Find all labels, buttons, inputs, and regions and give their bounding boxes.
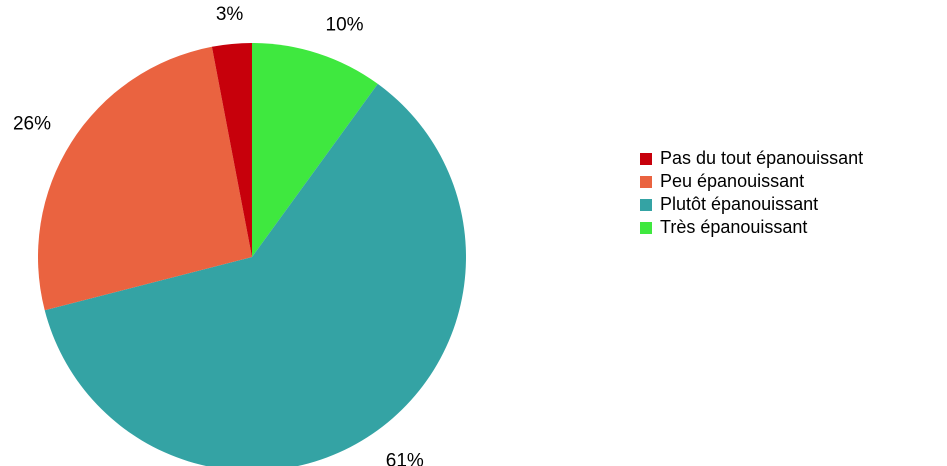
legend-swatch [640, 152, 652, 165]
legend-label: Pas du tout épanouissant [660, 148, 864, 168]
legend-label: Plutôt épanouissant [660, 194, 819, 214]
legend-item-tres-epanouissant: Très épanouissant [640, 216, 863, 239]
pie-data-labels: 10% 61% 26% 3% [13, 4, 424, 466]
legend-swatch [640, 198, 652, 211]
pie-slice-peu-épanouissant [37, 46, 252, 311]
pie-slice-plutôt-épanouissant [44, 83, 466, 466]
pie-data-label: 61% [386, 451, 424, 466]
legend-swatch [640, 221, 652, 234]
legend-item-peu-epanouissant: Peu épanouissant [640, 170, 863, 193]
pie-data-label: 3% [216, 4, 244, 25]
legend-label: Peu épanouissant [660, 171, 805, 191]
pie-slices [37, 43, 466, 466]
chart-legend: Pas du tout épanouissant Peu épanouissan… [640, 147, 863, 239]
legend-swatch [640, 175, 652, 188]
legend-item-pas-du-tout-epanouissant: Pas du tout épanouissant [640, 147, 863, 170]
legend-label: Très épanouissant [660, 217, 808, 237]
pie-data-label: 26% [13, 114, 51, 135]
legend-item-plutot-epanouissant: Plutôt épanouissant [640, 193, 863, 216]
pie-slice-très-épanouissant [252, 43, 378, 257]
pie-data-label: 10% [326, 15, 364, 36]
pie-slice-pas-du-tout-épanouissant [211, 43, 252, 257]
